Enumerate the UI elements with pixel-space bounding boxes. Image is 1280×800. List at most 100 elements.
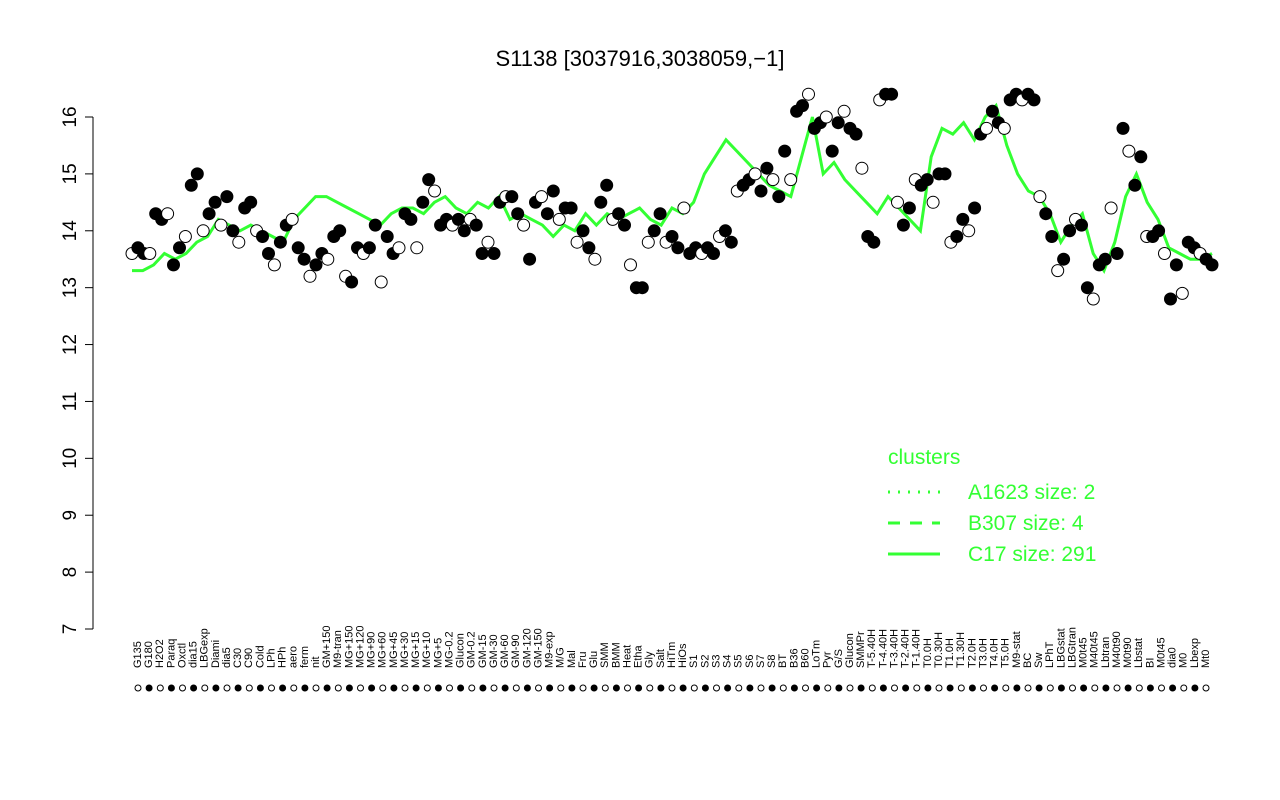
data-point bbox=[902, 201, 916, 215]
x-condition-label: G135 bbox=[132, 641, 144, 668]
x-tick-marker bbox=[501, 684, 509, 692]
x-tick-marker bbox=[579, 684, 587, 692]
data-point bbox=[267, 258, 281, 272]
x-condition-label: S5 bbox=[733, 655, 745, 668]
x-condition-label: M0 bbox=[1178, 653, 1190, 668]
data-point bbox=[511, 207, 525, 221]
data-point bbox=[303, 269, 317, 283]
x-tick-marker bbox=[201, 684, 209, 692]
x-tick-marker bbox=[1135, 684, 1143, 692]
legend-entries: A1623 size: 2 B307 size: 4 C17 size: 291 bbox=[888, 481, 1096, 566]
x-condition-label: LPhT bbox=[1044, 641, 1056, 668]
x-axis: G135 G180 H2O2 Paraq Oxctl dia15 LBGexp Diami di… bbox=[132, 626, 1212, 692]
legend: clusters A1623 size: 2 B307 size: 4 C17 si… bbox=[888, 446, 1096, 566]
x-tick-marker bbox=[768, 684, 776, 692]
data-point bbox=[796, 99, 809, 113]
x-tick-marker bbox=[434, 684, 442, 692]
data-point bbox=[754, 184, 768, 198]
data-point bbox=[784, 173, 798, 187]
x-tick-marker bbox=[1191, 684, 1199, 692]
data-point bbox=[345, 275, 359, 289]
x-tick-marker bbox=[179, 684, 186, 692]
data-point bbox=[226, 224, 240, 238]
x-tick-marker bbox=[290, 684, 298, 692]
x-condition-label: ferm bbox=[299, 646, 311, 668]
x-tick-marker bbox=[980, 684, 987, 692]
x-tick-marker bbox=[868, 684, 876, 692]
x-condition-label: GM-60 bbox=[499, 634, 511, 668]
x-tick-marker bbox=[690, 684, 698, 692]
x-condition-label: S8 bbox=[766, 655, 778, 668]
data-point bbox=[220, 190, 234, 204]
data-point bbox=[570, 235, 584, 249]
data-point bbox=[837, 104, 851, 118]
x-condition-label: M0t45 bbox=[1155, 637, 1167, 668]
x-condition-label: T-2.40H bbox=[900, 629, 912, 668]
data-point bbox=[333, 224, 347, 238]
x-condition-label: G/S bbox=[833, 649, 845, 668]
x-tick-marker bbox=[412, 684, 420, 692]
x-tick-marker bbox=[190, 684, 198, 692]
x-tick-marker bbox=[1024, 684, 1032, 692]
y-tick-label: 9 bbox=[60, 510, 81, 521]
x-condition-label: T3.0H bbox=[977, 638, 989, 668]
x-condition-label: T0.30H bbox=[933, 632, 945, 668]
x-tick-marker bbox=[746, 684, 754, 692]
data-point bbox=[896, 218, 910, 232]
x-tick-marker bbox=[167, 684, 175, 692]
x-condition-label: LoTm bbox=[811, 640, 823, 668]
x-condition-label: Fru bbox=[577, 652, 589, 669]
data-point bbox=[588, 252, 602, 266]
x-condition-label: Mt0 bbox=[1200, 650, 1212, 668]
y-tick-label: 11 bbox=[60, 392, 81, 412]
x-tick-marker bbox=[234, 684, 242, 692]
x-tick-marker bbox=[1080, 684, 1088, 692]
data-point bbox=[161, 207, 175, 221]
x-tick-marker bbox=[1169, 684, 1177, 692]
x-tick-marker bbox=[957, 684, 965, 692]
data-point bbox=[232, 235, 246, 249]
x-condition-label: MG-0.2 bbox=[443, 631, 455, 668]
x-condition-label: Lbexp bbox=[1189, 638, 1201, 668]
x-tick-marker bbox=[1158, 684, 1165, 692]
data-point bbox=[891, 195, 904, 209]
data-point bbox=[1164, 292, 1177, 306]
x-tick-marker bbox=[279, 684, 287, 692]
legend-title: clusters bbox=[888, 446, 960, 469]
x-tick-marker bbox=[145, 684, 153, 692]
y-axis: 7 8 9 10 11 12 13 14 15 16 bbox=[60, 106, 94, 634]
x-condition-label: MG+150 bbox=[343, 626, 355, 669]
data-point bbox=[855, 161, 869, 175]
x-condition-label: MG+15 bbox=[410, 632, 422, 668]
data-point bbox=[523, 252, 537, 266]
x-condition-label: S1 bbox=[688, 655, 700, 668]
data-point bbox=[208, 195, 222, 209]
x-tick-marker bbox=[1057, 684, 1065, 692]
data-point bbox=[1158, 247, 1171, 260]
x-tick-marker bbox=[345, 684, 353, 692]
x-condition-label: Salt bbox=[655, 649, 667, 668]
data-point bbox=[428, 184, 442, 198]
x-tick-marker bbox=[968, 684, 976, 692]
x-condition-label: T5.0H bbox=[1000, 638, 1012, 668]
data-point bbox=[938, 167, 952, 181]
data-point bbox=[1122, 144, 1136, 158]
data-point bbox=[1098, 252, 1112, 266]
x-tick-marker bbox=[646, 684, 654, 692]
data-point bbox=[748, 167, 762, 181]
data-point bbox=[321, 252, 335, 266]
x-tick-marker bbox=[312, 684, 320, 692]
cluster-lines bbox=[132, 102, 1213, 274]
data-point bbox=[582, 241, 596, 255]
x-tick-marker bbox=[1113, 684, 1121, 692]
data-point bbox=[576, 224, 590, 238]
x-condition-label: Etha bbox=[633, 644, 645, 668]
x-tick-marker bbox=[134, 684, 142, 692]
x-tick-marker bbox=[357, 684, 364, 692]
x-tick-marker bbox=[757, 684, 765, 692]
data-point bbox=[285, 212, 299, 226]
x-condition-label: HPh bbox=[277, 647, 289, 668]
data-point bbox=[190, 167, 204, 181]
x-condition-label: S3 bbox=[710, 655, 722, 668]
